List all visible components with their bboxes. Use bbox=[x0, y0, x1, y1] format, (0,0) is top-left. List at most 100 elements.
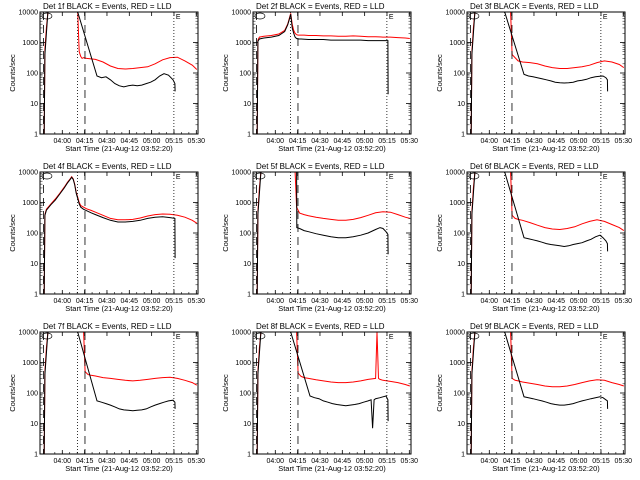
series-lld bbox=[43, 332, 198, 454]
x-tick-label: 05:15 bbox=[592, 298, 610, 305]
panel-det-7: Det 7f BLACK = Events, RED = LLD E 04:00 04… bbox=[8, 322, 205, 473]
x-axis-label: Start Time (21-Aug-12 03:52:20) bbox=[278, 144, 386, 153]
x-tick-label: 04:30 bbox=[311, 458, 329, 465]
plot-frame bbox=[39, 171, 199, 295]
y-tick-label: 100 bbox=[239, 391, 251, 398]
y-tick-label: 10 bbox=[457, 101, 465, 108]
y-tick-label: 10 bbox=[457, 421, 465, 428]
panel-det-1: Det 1f BLACK = Events, RED = LLD E 04:00 04… bbox=[8, 2, 205, 153]
x-tick-label: 05:15 bbox=[378, 458, 396, 465]
x-tick-label: 05:00 bbox=[570, 458, 588, 465]
x-tick-label: 05:00 bbox=[356, 298, 374, 305]
loop-marker bbox=[254, 12, 266, 20]
x-tick-label: 04:15 bbox=[503, 458, 521, 465]
x-tick-label: 04:30 bbox=[98, 298, 116, 305]
x-tick-label: 04:30 bbox=[98, 138, 116, 145]
loop-marker bbox=[468, 172, 480, 180]
x-tick-label: 04:00 bbox=[481, 138, 499, 145]
x-tick-label: 04:30 bbox=[98, 458, 116, 465]
y-tick-label: 1 bbox=[34, 132, 38, 139]
x-axis-label: Start Time (21-Aug-12 03:52:20) bbox=[492, 304, 600, 313]
x-tick-label: 04:00 bbox=[54, 458, 72, 465]
x-tick-label: 04:30 bbox=[525, 458, 543, 465]
y-tick-label: 10000 bbox=[232, 170, 252, 177]
e-marker: E bbox=[389, 334, 394, 341]
x-tick-label: 05:00 bbox=[356, 138, 374, 145]
y-tick-label: 10000 bbox=[446, 330, 466, 337]
series-events bbox=[470, 12, 609, 134]
y-tick-label: 10 bbox=[30, 101, 38, 108]
plot-frame bbox=[39, 331, 199, 455]
y-tick-label: 1 bbox=[461, 292, 465, 299]
x-tick-label: 04:15 bbox=[76, 138, 94, 145]
panel-title: Det 1f BLACK = Events, RED = LLD bbox=[43, 2, 172, 11]
x-tick-label: 05:00 bbox=[143, 458, 161, 465]
panel-title: Det 6f BLACK = Events, RED = LLD bbox=[470, 162, 599, 171]
panel-title: Det 7f BLACK = Events, RED = LLD bbox=[43, 322, 172, 331]
y-tick-label: 10000 bbox=[19, 10, 39, 17]
series-lld bbox=[470, 332, 624, 454]
x-tick-label: 05:30 bbox=[401, 138, 419, 145]
x-tick-label: 04:15 bbox=[289, 298, 307, 305]
x-axis-label: Start Time (21-Aug-12 03:52:20) bbox=[65, 144, 173, 153]
series-events bbox=[43, 176, 176, 294]
y-tick-label: 10000 bbox=[232, 10, 252, 17]
panel-det-2: Det 2f BLACK = Events, RED = LLD E 04:00 04… bbox=[221, 2, 418, 153]
y-axis-label: Counts/sec bbox=[435, 214, 444, 252]
y-tick-label: 10000 bbox=[19, 170, 39, 177]
x-tick-label: 05:00 bbox=[143, 138, 161, 145]
x-tick-label: 05:15 bbox=[165, 298, 183, 305]
x-tick-label: 04:45 bbox=[121, 138, 139, 145]
panel-det-3: Det 3f BLACK = Events, RED = LLD E 04:00 04… bbox=[435, 2, 632, 153]
x-tick-label: 04:00 bbox=[267, 138, 285, 145]
series-events bbox=[470, 172, 609, 294]
plot-frame bbox=[39, 11, 199, 135]
x-tick-label: 04:15 bbox=[76, 458, 94, 465]
series-lld bbox=[256, 332, 410, 454]
x-axis-label: Start Time (21-Aug-12 03:52:20) bbox=[65, 464, 173, 473]
y-tick-label: 100 bbox=[239, 71, 251, 78]
x-tick-label: 04:30 bbox=[311, 138, 329, 145]
x-axis-label: Start Time (21-Aug-12 03:52:20) bbox=[492, 144, 600, 153]
y-tick-label: 1 bbox=[247, 132, 251, 139]
y-tick-label: 10000 bbox=[232, 330, 252, 337]
x-tick-label: 05:15 bbox=[165, 458, 183, 465]
y-tick-label: 10 bbox=[243, 421, 251, 428]
y-tick-label: 1 bbox=[461, 452, 465, 459]
x-tick-label: 04:00 bbox=[54, 138, 72, 145]
series-events bbox=[256, 172, 389, 294]
panel-title: Det 9f BLACK = Events, RED = LLD bbox=[470, 322, 599, 331]
x-tick-label: 05:30 bbox=[615, 458, 633, 465]
x-tick-label: 04:00 bbox=[54, 298, 72, 305]
y-tick-label: 10000 bbox=[446, 170, 466, 177]
x-tick-label: 05:15 bbox=[165, 138, 183, 145]
y-tick-label: 10 bbox=[30, 261, 38, 268]
series-events bbox=[43, 12, 176, 134]
x-axis-label: Start Time (21-Aug-12 03:52:20) bbox=[492, 464, 600, 473]
e-marker: E bbox=[389, 14, 394, 21]
y-tick-label: 1 bbox=[247, 452, 251, 459]
y-tick-label: 100 bbox=[26, 391, 38, 398]
loop-marker bbox=[468, 332, 480, 340]
series-events bbox=[256, 332, 389, 454]
x-tick-label: 04:45 bbox=[548, 458, 566, 465]
x-tick-label: 04:45 bbox=[334, 458, 352, 465]
y-tick-label: 100 bbox=[239, 231, 251, 238]
x-tick-label: 04:45 bbox=[548, 138, 566, 145]
panel-det-6: Det 6f BLACK = Events, RED = LLD E 04:00 04… bbox=[435, 162, 632, 313]
y-tick-label: 1000 bbox=[235, 200, 251, 207]
y-tick-label: 100 bbox=[453, 71, 465, 78]
plot-frame bbox=[466, 11, 626, 135]
e-marker: E bbox=[603, 334, 608, 341]
x-tick-label: 04:00 bbox=[267, 458, 285, 465]
y-tick-label: 100 bbox=[26, 71, 38, 78]
y-tick-label: 1000 bbox=[449, 200, 465, 207]
y-tick-label: 1000 bbox=[449, 360, 465, 367]
x-tick-label: 04:45 bbox=[121, 458, 139, 465]
x-tick-label: 04:00 bbox=[481, 298, 499, 305]
y-axis-label: Counts/sec bbox=[435, 54, 444, 92]
x-axis-label: Start Time (21-Aug-12 03:52:20) bbox=[278, 304, 386, 313]
y-axis-label: Counts/sec bbox=[221, 54, 230, 92]
series-lld bbox=[256, 172, 410, 294]
